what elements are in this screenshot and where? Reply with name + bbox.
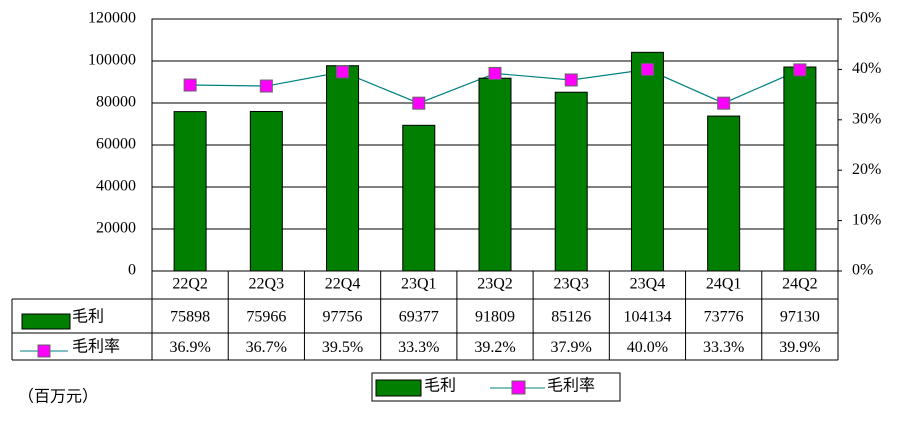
table-value: 75898	[170, 309, 210, 326]
x-tick-label: 24Q1	[706, 276, 742, 293]
bar	[478, 77, 512, 272]
y-tick-label: 60000	[96, 136, 136, 153]
legend-swatch	[37, 344, 51, 358]
table-value: 91809	[475, 309, 515, 326]
bar	[707, 115, 741, 272]
table-value: 85126	[551, 309, 591, 326]
y2-tick-label: 20%	[852, 161, 881, 178]
x-tick-label: 23Q3	[553, 276, 589, 293]
line-marker	[412, 96, 426, 110]
table-value: 97130	[780, 309, 820, 326]
line-marker	[259, 79, 273, 93]
x-tick-label: 24Q2	[782, 276, 818, 293]
legend-swatch	[21, 313, 71, 330]
y2-tick-label: 30%	[852, 110, 881, 127]
legend-swatch	[511, 380, 526, 395]
unit-note: （百万元）	[18, 388, 98, 406]
table-value: 69377	[399, 309, 439, 326]
line-marker	[793, 63, 807, 77]
line-marker	[640, 62, 654, 76]
table-value: 37.9%	[551, 339, 592, 356]
legend-label: 毛利率	[547, 377, 595, 395]
y2-tick-label: 40%	[852, 60, 881, 77]
table-value: 40.0%	[627, 339, 668, 356]
y2-tick-label: 10%	[852, 211, 881, 228]
line-marker	[336, 65, 350, 79]
table-value: 73776	[704, 309, 744, 326]
table-value: 39.9%	[779, 339, 820, 356]
table-value: 39.2%	[474, 339, 515, 356]
y-tick-label: 100000	[88, 52, 136, 69]
x-tick-label: 23Q2	[477, 276, 513, 293]
line-marker	[488, 66, 502, 80]
table-value: 39.5%	[322, 339, 363, 356]
bar	[173, 111, 207, 272]
table-value: 97756	[323, 309, 363, 326]
x-tick-label: 23Q4	[630, 276, 666, 293]
legend-swatch	[375, 379, 422, 397]
legend-frame	[371, 372, 621, 402]
y2-tick-label: 50%	[852, 10, 881, 27]
table-value: 104134	[623, 309, 671, 326]
y-tick-label: 120000	[88, 10, 136, 27]
y-tick-label: 80000	[96, 94, 136, 111]
x-tick-label: 23Q1	[401, 276, 437, 293]
y-tick-label: 0	[128, 262, 136, 279]
table-value: 33.3%	[703, 339, 744, 356]
bar	[630, 51, 664, 272]
table-value: 33.3%	[398, 339, 439, 356]
bar	[402, 124, 436, 272]
bar	[326, 65, 360, 272]
bar	[249, 110, 283, 272]
table-row-label: 毛利率	[72, 338, 120, 356]
y2-tick-label: 0%	[852, 262, 873, 279]
line-marker	[564, 73, 578, 87]
bar	[554, 91, 588, 272]
y-tick-label: 40000	[96, 178, 136, 195]
x-tick-label: 22Q4	[325, 276, 361, 293]
table-value: 75966	[246, 309, 286, 326]
bar	[783, 66, 817, 272]
table-row-label: 毛利	[72, 308, 104, 326]
x-tick-label: 22Q2	[172, 276, 208, 293]
line-marker	[183, 78, 197, 92]
line-marker	[717, 96, 731, 110]
y-tick-label: 20000	[96, 220, 136, 237]
table-value: 36.9%	[169, 339, 210, 356]
x-tick-label: 22Q3	[249, 276, 285, 293]
table-value: 36.7%	[246, 339, 287, 356]
legend-label: 毛利	[424, 377, 456, 395]
